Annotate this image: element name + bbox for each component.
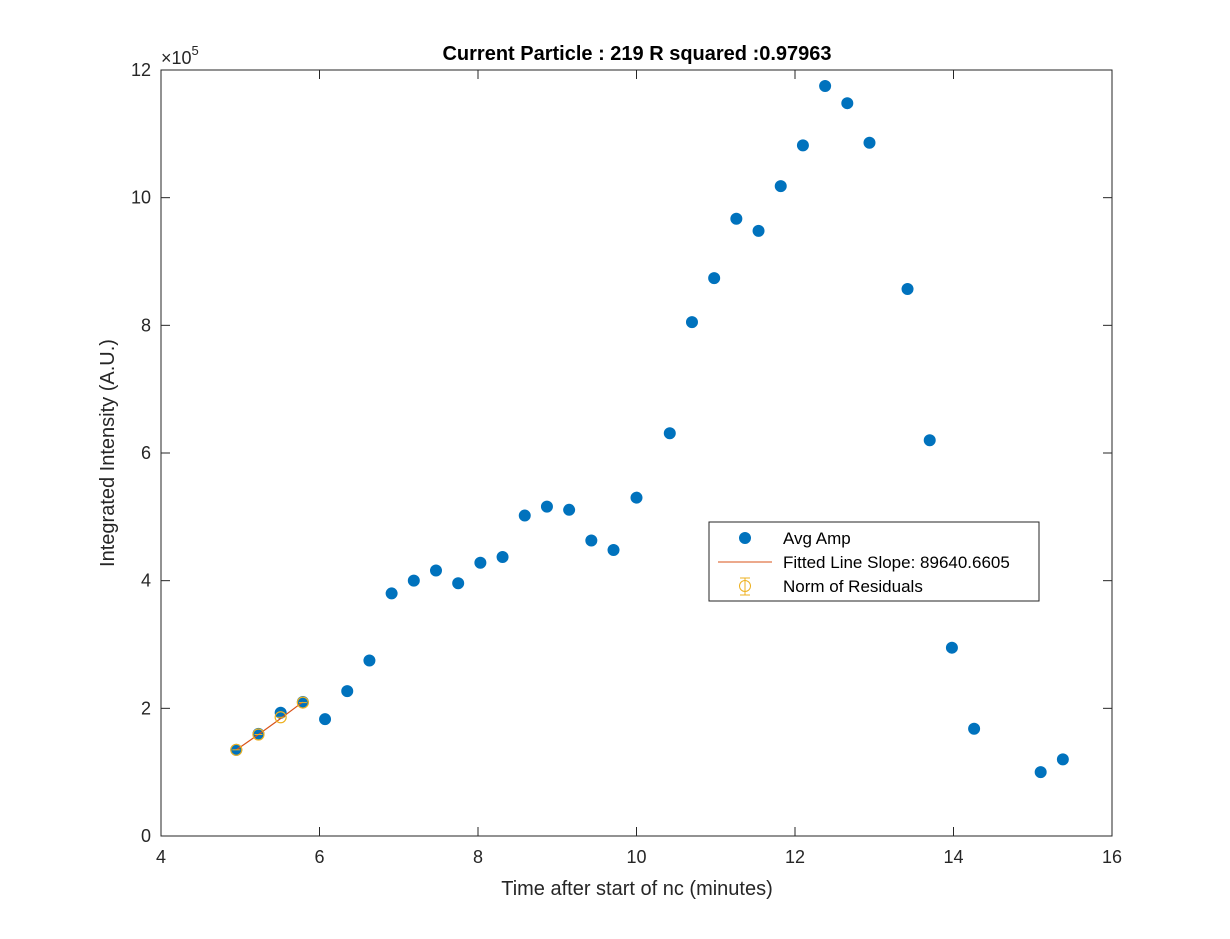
y-tick-label: 12 xyxy=(131,60,151,80)
x-axis: 4 6 8 10 12 14 16 xyxy=(156,70,1122,867)
residual-point xyxy=(274,711,287,724)
legend-label-fitted-line: Fitted Line Slope: 89640.6605 xyxy=(783,553,1010,572)
avg-amp-point xyxy=(901,282,914,295)
legend-item-fitted-line: Fitted Line Slope: 89640.6605 xyxy=(718,553,1010,572)
avg-amp-point xyxy=(363,654,376,667)
avg-amp-point xyxy=(685,316,698,329)
legend-marker-avg-amp xyxy=(739,532,751,544)
x-tick-label: 16 xyxy=(1102,847,1122,867)
avg-amp-point xyxy=(968,722,981,735)
avg-amp-point xyxy=(796,139,809,152)
x-tick-label: 10 xyxy=(626,847,646,867)
residual-point xyxy=(230,743,243,756)
fitted-line xyxy=(235,701,304,751)
y-axis: 0 2 4 6 8 10 12 xyxy=(131,60,1112,846)
x-tick-label: 12 xyxy=(785,847,805,867)
avg-amp-point xyxy=(518,509,531,522)
avg-amp-point xyxy=(1034,766,1047,779)
residual-point xyxy=(296,696,309,709)
avg-amp-point xyxy=(607,544,620,557)
avg-amp-point xyxy=(630,491,643,504)
avg-amp-point xyxy=(1056,753,1069,766)
plot-area: 4 6 8 10 12 14 16 0 2 4 6 8 10 12 xyxy=(131,60,1122,867)
y-tick-label: 0 xyxy=(141,826,151,846)
avg-amp-point xyxy=(385,587,398,600)
avg-amp-point xyxy=(407,574,420,587)
y-axis-label: Integrated Intensity (A.U.) xyxy=(97,339,119,567)
avg-amp-point xyxy=(563,503,576,516)
legend-label-avg-amp: Avg Amp xyxy=(783,529,851,548)
avg-amp-point xyxy=(945,641,958,654)
y-tick-label: 8 xyxy=(141,315,151,335)
avg-amp-point xyxy=(863,136,876,149)
y-tick-label: 6 xyxy=(141,443,151,463)
legend: Avg Amp Fitted Line Slope: 89640.6605 No… xyxy=(708,521,1040,602)
avg-amp-point xyxy=(474,556,487,569)
x-tick-label: 8 xyxy=(473,847,483,867)
avg-amp-point xyxy=(663,427,676,440)
legend-label-norm-of-residuals: Norm of Residuals xyxy=(783,577,923,596)
avg-amp-point xyxy=(923,434,936,447)
avg-amp-point xyxy=(496,551,509,564)
avg-amp-point xyxy=(452,577,465,590)
x-tick-label: 4 xyxy=(156,847,166,867)
y-tick-label: 10 xyxy=(131,188,151,208)
avg-amp-point xyxy=(708,272,721,285)
avg-amp-point xyxy=(341,685,354,698)
x-tick-label: 6 xyxy=(314,847,324,867)
legend-item-avg-amp: Avg Amp xyxy=(739,529,851,548)
avg-amp-point xyxy=(752,224,765,237)
series-layer xyxy=(230,79,1069,779)
avg-amp-point xyxy=(540,500,553,513)
avg-amp-point xyxy=(819,79,832,92)
y-tick-label: 2 xyxy=(141,698,151,718)
avg-amp-point xyxy=(585,534,598,547)
avg-amp-point xyxy=(841,97,854,110)
avg-amp-point xyxy=(319,713,332,726)
x-axis-label: Time after start of nc (minutes) xyxy=(501,878,773,900)
legend-marker-norm-of-residuals xyxy=(739,580,751,592)
chart-title: Current Particle : 219 R squared :0.9796… xyxy=(442,43,831,65)
legend-item-norm-of-residuals: Norm of Residuals xyxy=(739,577,923,596)
avg-amp-point xyxy=(429,564,442,577)
avg-amp-point xyxy=(774,180,787,193)
avg-amp-point xyxy=(730,212,743,225)
y-tick-label: 4 xyxy=(141,571,151,591)
x-tick-label: 14 xyxy=(943,847,963,867)
y-axis-exponent: ×105 xyxy=(161,43,199,68)
residual-point xyxy=(252,728,265,741)
